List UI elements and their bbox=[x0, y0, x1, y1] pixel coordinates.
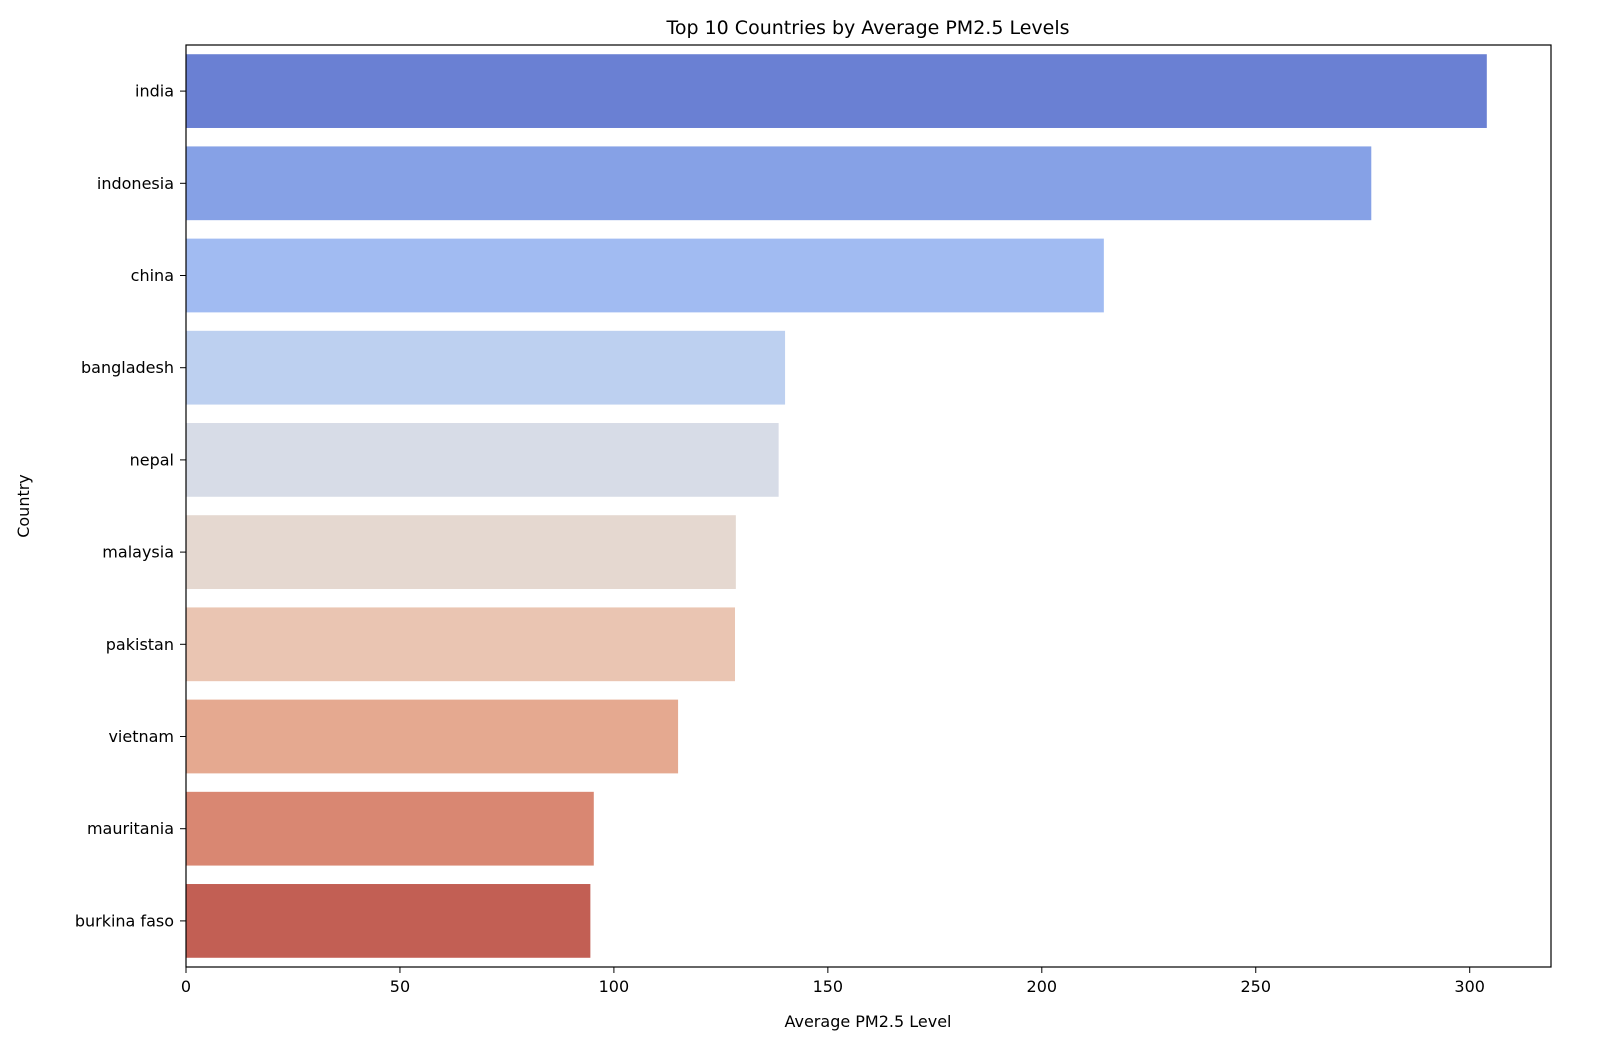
bar-pakistan bbox=[186, 607, 735, 682]
y-tick-label: india bbox=[135, 82, 174, 101]
x-tick-label: 250 bbox=[1240, 977, 1271, 996]
y-tick-label: china bbox=[131, 266, 174, 285]
y-tick-label: indonesia bbox=[97, 174, 174, 193]
x-tick-label: 50 bbox=[390, 977, 410, 996]
chart-title: Top 10 Countries by Average PM2.5 Levels bbox=[665, 17, 1069, 39]
y-tick-label: pakistan bbox=[106, 635, 174, 654]
x-tick-label: 100 bbox=[599, 977, 630, 996]
y-tick-label: malaysia bbox=[102, 543, 174, 562]
x-tick-label: 300 bbox=[1454, 977, 1485, 996]
bar-nepal bbox=[186, 423, 779, 497]
bar-china bbox=[186, 238, 1104, 313]
bar-indonesia bbox=[186, 146, 1372, 221]
bar-vietnam bbox=[186, 699, 679, 774]
y-tick-label: burkina faso bbox=[75, 911, 174, 930]
bar-bangladesh bbox=[186, 330, 786, 405]
plot-frame bbox=[185, 44, 1552, 968]
y-tick-label: vietnam bbox=[108, 727, 174, 746]
bar-india bbox=[186, 54, 1487, 128]
y-tick-label: mauritania bbox=[87, 819, 174, 838]
x-tick-label: 200 bbox=[1027, 977, 1058, 996]
bar-malaysia bbox=[186, 515, 736, 589]
x-axis-ticks: 0 50 100 150 200 250 300 bbox=[181, 967, 1485, 996]
x-axis-label: Average PM2.5 Level bbox=[784, 1012, 951, 1031]
x-tick-label: 0 bbox=[181, 977, 191, 996]
y-tick-label: bangladesh bbox=[81, 358, 174, 377]
y-axis-label: Country bbox=[14, 474, 33, 538]
bar-burkina-faso bbox=[186, 884, 591, 958]
x-tick-label: 150 bbox=[813, 977, 844, 996]
bar-mauritania bbox=[186, 791, 594, 866]
y-tick-label: nepal bbox=[130, 450, 174, 469]
bars-layer bbox=[186, 54, 1487, 958]
y-axis-ticks: india indonesia china bangladesh nepal malays… bbox=[75, 82, 186, 930]
